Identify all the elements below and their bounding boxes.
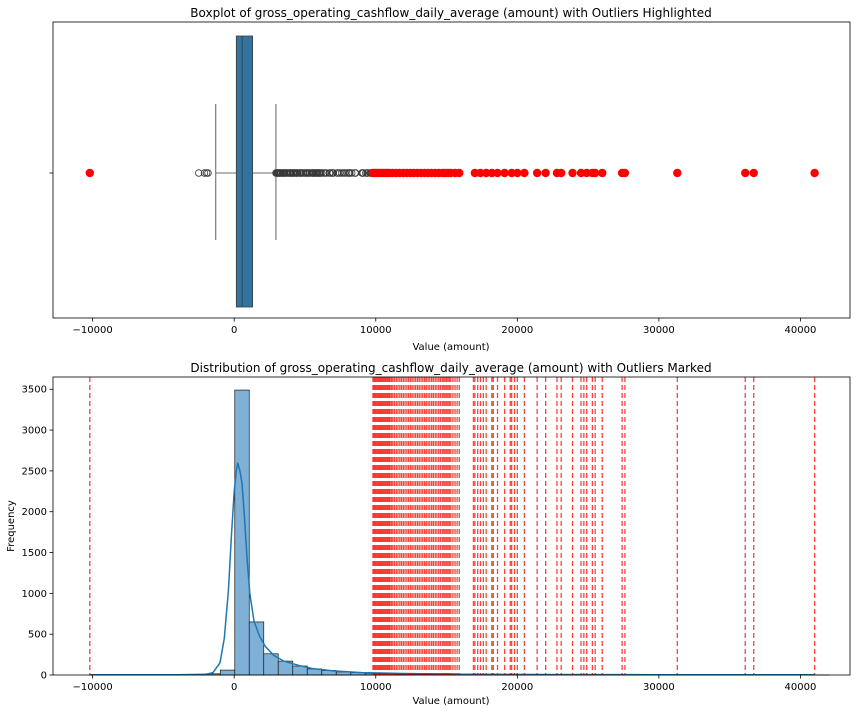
histogram-x-label: Value (amount) bbox=[412, 696, 489, 707]
outlier-point bbox=[741, 169, 749, 177]
outlier-point bbox=[455, 169, 463, 177]
y-tick-label: 2000 bbox=[22, 507, 47, 518]
outlier-point bbox=[598, 169, 606, 177]
boxplot-title: Boxplot of gross_operating_cashflow_dail… bbox=[190, 6, 711, 20]
outlier-point bbox=[541, 169, 549, 177]
y-tick-label: 3500 bbox=[22, 385, 47, 396]
x-tick-label: 40000 bbox=[785, 325, 817, 336]
outlier-point bbox=[568, 169, 576, 177]
outlier-point bbox=[810, 169, 818, 177]
histogram-bar bbox=[220, 670, 234, 675]
y-tick-label: 1000 bbox=[22, 589, 47, 600]
y-tick-label: 500 bbox=[28, 630, 47, 641]
x-tick-label: 20000 bbox=[501, 682, 533, 693]
x-tick-label: 0 bbox=[231, 682, 237, 693]
y-tick-label: 0 bbox=[41, 671, 47, 682]
histogram-bar bbox=[235, 390, 249, 675]
x-tick-label: 30000 bbox=[643, 682, 675, 693]
outlier-point bbox=[750, 169, 758, 177]
x-tick-label: −10000 bbox=[73, 682, 113, 693]
box-iqr bbox=[236, 36, 252, 307]
x-tick-label: 10000 bbox=[360, 325, 392, 336]
y-tick-label: 3000 bbox=[22, 426, 47, 437]
x-tick-label: 10000 bbox=[360, 682, 392, 693]
y-tick-label: 1500 bbox=[22, 548, 47, 559]
boxplot-x-label: Value (amount) bbox=[412, 342, 489, 353]
outlier-point bbox=[533, 169, 541, 177]
histogram-title: Distribution of gross_operating_cashflow… bbox=[190, 361, 711, 375]
x-tick-label: −10000 bbox=[73, 325, 113, 336]
histogram-y-label: Frequency bbox=[6, 500, 17, 552]
y-tick-label: 2500 bbox=[22, 466, 47, 477]
x-tick-label: 0 bbox=[231, 325, 237, 336]
outlier-point bbox=[673, 169, 681, 177]
outlier-point bbox=[86, 169, 94, 177]
x-tick-label: 30000 bbox=[643, 325, 675, 336]
outlier-point bbox=[621, 169, 629, 177]
outlier-point bbox=[557, 169, 565, 177]
outlier-point bbox=[520, 169, 528, 177]
x-tick-label: 20000 bbox=[501, 325, 533, 336]
x-tick-label: 40000 bbox=[785, 682, 817, 693]
